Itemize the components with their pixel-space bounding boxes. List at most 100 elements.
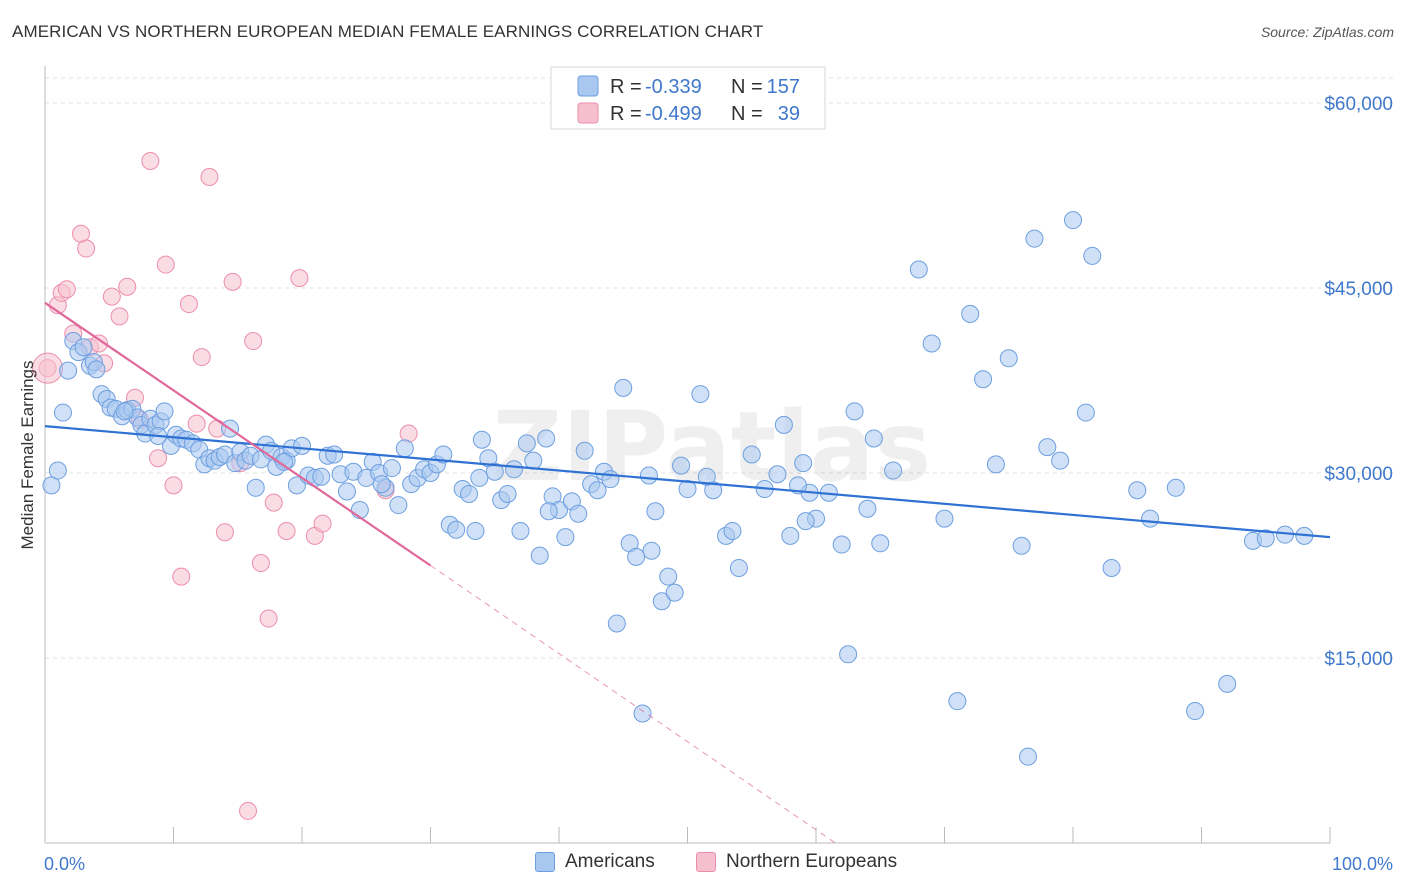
americans-point-164 (864, 429, 883, 448)
americans-swatch (577, 75, 599, 97)
americans-point-49 (293, 436, 311, 455)
americans-point-77 (472, 430, 491, 449)
northern-europeans-point-21 (187, 414, 206, 433)
americans-point-93 (575, 441, 594, 460)
americans-point-165 (789, 476, 808, 495)
americans-point-117 (768, 465, 787, 484)
americans-point-79 (485, 462, 504, 481)
legend-n-value-1: 157 (767, 76, 800, 98)
americans-point-153 (1256, 529, 1275, 548)
northern-europeans-point-6 (77, 239, 96, 258)
americans-point-147 (1128, 481, 1147, 500)
northern-europeans-point-10 (102, 287, 121, 306)
northern-europeans-point-26 (223, 272, 242, 291)
northern-europeans-trend-extension (430, 565, 836, 844)
americans-point-145 (1083, 246, 1102, 265)
americans-point-86 (530, 546, 549, 565)
northern-europeans-point-19 (172, 567, 191, 586)
stats-legend: R = -0.339 N = 157 R = -0.499 N = 39 (550, 66, 826, 130)
americans-point-158 (372, 475, 391, 494)
y-tick-label-2: $45,000 (1324, 279, 1393, 300)
americans-point-155 (115, 402, 134, 421)
legend-item-northern-europeans[interactable]: Northern Europeans (696, 851, 897, 873)
northern-europeans-point-38 (399, 424, 418, 443)
americans-point-85 (524, 451, 543, 470)
legend-r-value-2: -0.499 (645, 103, 702, 125)
americans-point-159 (470, 468, 489, 487)
grid-layer (45, 77, 1395, 659)
americans-point-129 (884, 461, 903, 480)
northern-europeans-point-16 (149, 449, 168, 468)
americans-point-161 (642, 541, 661, 560)
americans-point-103 (639, 466, 658, 485)
northern-europeans-point-33 (277, 521, 296, 540)
americans-point-125 (839, 645, 858, 664)
americans-point-160 (539, 502, 558, 521)
americans-point-76 (466, 521, 485, 540)
americans-point-52 (312, 467, 331, 486)
americans-point-101 (627, 547, 646, 566)
series-legend: Americans Northern Europeans (0, 851, 1406, 879)
americans-point-146 (1102, 558, 1121, 577)
americans-point-97 (601, 470, 620, 489)
americans-point-143 (1064, 211, 1082, 230)
americans-point-148 (1141, 509, 1160, 528)
northern-europeans-point-18 (164, 476, 183, 495)
source-credit: Source: ZipAtlas.com (1260, 24, 1394, 40)
legend-r-label-1: R = (610, 76, 642, 98)
americans-point-107 (665, 583, 684, 602)
americans-point-115 (742, 445, 761, 464)
americans-point-81 (498, 484, 517, 503)
americans-point-64 (389, 496, 408, 515)
americans-point-139 (1019, 747, 1038, 766)
americans-point-90 (556, 528, 575, 547)
trend-lines (44, 301, 1331, 844)
americans-point-120 (794, 454, 813, 473)
y-tick-label-0: $15,000 (1324, 649, 1393, 670)
northern-europeans-point-32 (264, 493, 283, 512)
americans-point-87 (537, 429, 556, 448)
northern-europeans-point-30 (251, 554, 270, 573)
americans-point-162 (697, 467, 716, 486)
americans-point-130 (909, 260, 928, 279)
americans-point-2 (53, 403, 72, 422)
americans-point-40 (246, 478, 265, 497)
americans-point-126 (845, 402, 864, 421)
americans-point-118 (774, 415, 793, 434)
northern-europeans-point-20 (179, 295, 198, 314)
northern-europeans-legend-swatch (696, 852, 716, 872)
axis-layer (44, 66, 1331, 844)
americans-point-142 (1051, 451, 1070, 470)
americans-point-98 (607, 614, 626, 633)
americans-point-3 (59, 361, 78, 380)
legend-label-northern-europeans: Northern Europeans (726, 851, 898, 872)
americans-point-131 (922, 334, 941, 353)
americans-point-6 (74, 338, 93, 357)
americans-point-132 (935, 509, 954, 528)
americans-point-163 (796, 512, 815, 531)
americans-point-113 (723, 521, 742, 540)
northern-europeans-point-34 (290, 269, 309, 288)
americans-point-56 (337, 482, 356, 501)
americans-point-141 (1038, 438, 1057, 457)
americans-point-150 (1186, 702, 1205, 721)
americans-point-133 (948, 692, 967, 711)
legend-item-americans[interactable]: Americans (535, 851, 655, 873)
northern-europeans-swatch (577, 102, 599, 124)
americans-point-63 (382, 459, 401, 478)
americans-point-75 (460, 484, 479, 503)
americans-point-136 (986, 455, 1005, 474)
x-tick-label-min: 0.0% (44, 854, 85, 874)
americans-point-23 (155, 402, 174, 421)
northern-europeans-point-15 (141, 151, 160, 170)
americans-point-124 (832, 535, 851, 554)
americans-trend-line (44, 425, 1331, 539)
chart-title: AMERICAN VS NORTHERN EUROPEAN MEDIAN FEM… (12, 22, 764, 41)
legend-n-value-2: 39 (778, 103, 800, 125)
americans-point-127 (858, 499, 877, 518)
americans-points (42, 211, 1314, 766)
northern-europeans-point-36 (313, 514, 332, 533)
legend-n-label-1: N = (731, 76, 763, 98)
americans-point-1 (48, 461, 67, 480)
